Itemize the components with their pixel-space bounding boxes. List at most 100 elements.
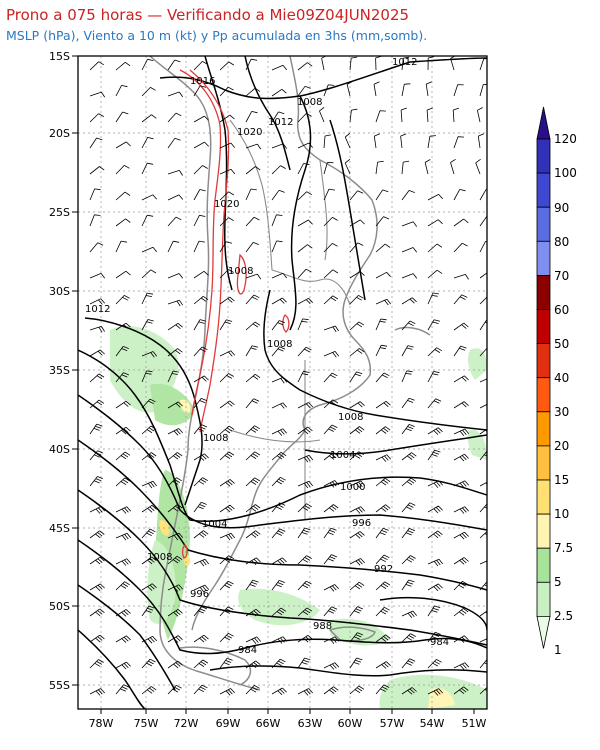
wind-barb [219, 86, 234, 97]
colorbar-label: 90 [554, 201, 569, 215]
wind-barb [89, 61, 105, 71]
wind-barb [167, 170, 183, 176]
colorbar-swatch [536, 445, 551, 481]
wind-barb [89, 166, 105, 175]
isobar-label: 988 [313, 621, 332, 632]
wind-barb [401, 633, 416, 643]
wind-barb [427, 631, 441, 643]
precip-red-contours [179, 69, 290, 559]
wind-barb [245, 398, 260, 409]
wind-barb [167, 684, 182, 695]
wind-barb [479, 658, 487, 669]
wind-barb [245, 273, 262, 280]
wind-barb [89, 450, 104, 461]
wind-barb [427, 688, 443, 696]
wind-barb [271, 687, 287, 696]
wind-barb [349, 108, 358, 123]
colorbar-swatch [536, 547, 551, 583]
wind-barb [193, 501, 207, 513]
wind-barb [323, 188, 335, 201]
wind-barb [401, 56, 410, 71]
lon-label: 60W [338, 717, 363, 730]
wind-barb [89, 659, 104, 669]
wind-barb [477, 107, 483, 123]
isobar-label: 1012 [85, 304, 110, 315]
wind-barb [193, 85, 207, 97]
wind-barb [323, 452, 339, 461]
lat-label: 35S [49, 364, 70, 377]
wind-barb [89, 214, 101, 227]
colorbar-swatch [536, 309, 551, 344]
wind-barb [323, 243, 338, 253]
wind-barb [427, 583, 443, 592]
wind-barb [193, 141, 209, 149]
wind-barb [401, 424, 415, 435]
colorbar-label: 120 [554, 132, 577, 146]
colorbar-label: 70 [554, 269, 569, 283]
wind-barb [193, 453, 209, 461]
wind-barb [167, 555, 183, 565]
wind-barb [219, 532, 236, 541]
wind-barb [477, 133, 484, 149]
colorbar-label: 10 [554, 507, 569, 521]
wind-barb [89, 634, 105, 643]
wind-barb [271, 377, 288, 384]
isobar-label: 996 [352, 518, 371, 529]
precip-shading [110, 326, 487, 709]
wind-barb [245, 608, 261, 617]
wind-barb [427, 449, 441, 461]
wind-barb [245, 373, 261, 383]
wind-barb [297, 346, 312, 357]
wind-barb [193, 214, 206, 227]
wind-barb [245, 345, 259, 357]
wind-barb [479, 581, 487, 591]
wind-barb [115, 426, 131, 435]
wind-barb [245, 636, 262, 644]
colorbar-label: 50 [554, 337, 569, 351]
wind-barb [115, 346, 129, 357]
wind-barb [400, 107, 407, 123]
colorbar-swatch [536, 274, 551, 310]
wind-barb [141, 114, 157, 123]
wind-barb [193, 606, 208, 617]
colorbar-label: 20 [554, 439, 569, 453]
wind-barb [271, 165, 286, 175]
wind-barb [425, 81, 432, 97]
wind-barb [141, 605, 155, 617]
wind-barb [346, 81, 353, 97]
wind-barb [141, 137, 154, 149]
wind-barb [375, 454, 392, 462]
wind-barb [479, 638, 487, 643]
wind-barb [167, 348, 183, 357]
wind-barb [427, 135, 436, 149]
wind-barb [271, 428, 288, 436]
wind-barb [271, 346, 286, 357]
wind-barb [141, 658, 156, 669]
wind-barb [245, 188, 257, 201]
wind-barb [89, 476, 104, 487]
wind-barb [297, 607, 313, 617]
wind-barb [349, 401, 365, 409]
wind-barb [219, 657, 233, 669]
colorbar-label: 80 [554, 235, 569, 249]
wind-barb [349, 531, 365, 539]
wind-barb [167, 452, 183, 461]
wind-barb [427, 292, 439, 305]
wind-barb [375, 504, 391, 513]
wind-barb [193, 319, 206, 331]
wind-barb [271, 320, 285, 331]
wind-barb [453, 274, 469, 280]
wind-barb [450, 158, 456, 175]
colorbar-bottom-arrow [536, 616, 551, 649]
wind-barb [193, 634, 209, 643]
wind-barb [167, 299, 184, 307]
wind-barb [115, 635, 131, 643]
wind-barb [349, 219, 365, 227]
wind-barb [245, 477, 261, 487]
wind-barb [115, 85, 128, 97]
wind-barb [427, 319, 441, 331]
wind-barb [167, 401, 183, 409]
wind-barb [323, 351, 340, 358]
wind-barb [115, 165, 130, 175]
wind-barb [141, 194, 158, 201]
